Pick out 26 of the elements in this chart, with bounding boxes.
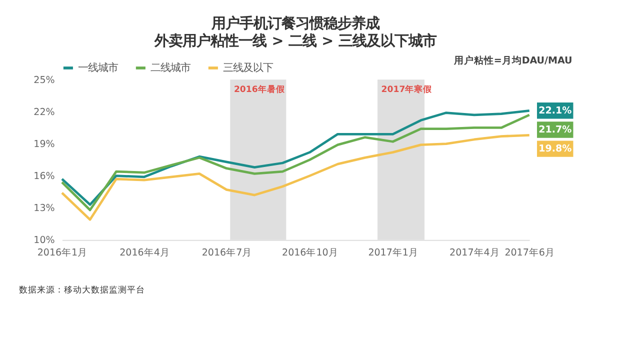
x-tick-label: 2016年1月 bbox=[37, 246, 88, 259]
data-label: 21.7% bbox=[538, 124, 572, 136]
legend-label: 三线及以下 bbox=[223, 62, 274, 74]
y-tick-label: 25% bbox=[34, 75, 55, 86]
chart-subtitle: 外卖用户粘性一线 > 二线 > 三线及以下城市 bbox=[154, 32, 437, 50]
source-note: 数据来源：移动大数据监测平台 bbox=[19, 284, 146, 296]
chart-title: 用户手机订餐习惯稳步养成 bbox=[210, 15, 380, 32]
y-tick-label: 13% bbox=[34, 203, 55, 214]
y-tick-label: 22% bbox=[34, 107, 55, 118]
line-series bbox=[60, 134, 531, 221]
band-label: 2017年寒假 bbox=[381, 84, 434, 96]
x-tick-label: 2017年6月 bbox=[504, 246, 555, 259]
data-label: 19.8% bbox=[538, 144, 572, 155]
x-tick-label: 2016年7月 bbox=[202, 246, 252, 259]
text: 用户粘性=月均DAU/MAU bbox=[452, 54, 572, 66]
x-tick-label: 2017年1月 bbox=[368, 246, 418, 259]
x-tick-label: 2017年4月 bbox=[450, 246, 500, 259]
x-tick-label: 2016年10月 bbox=[282, 246, 338, 259]
y-tick-label: 19% bbox=[34, 139, 55, 150]
legend-label: 二线城市 bbox=[150, 62, 191, 74]
y-tick-label: 10% bbox=[34, 235, 55, 246]
legend-label: 一线城市 bbox=[78, 62, 118, 74]
x-tick-label: 2016年4月 bbox=[120, 246, 170, 259]
band-label: 2016年暑假 bbox=[234, 84, 286, 96]
y-tick-label: 16% bbox=[34, 171, 55, 182]
data-label: 22.1% bbox=[538, 106, 572, 117]
